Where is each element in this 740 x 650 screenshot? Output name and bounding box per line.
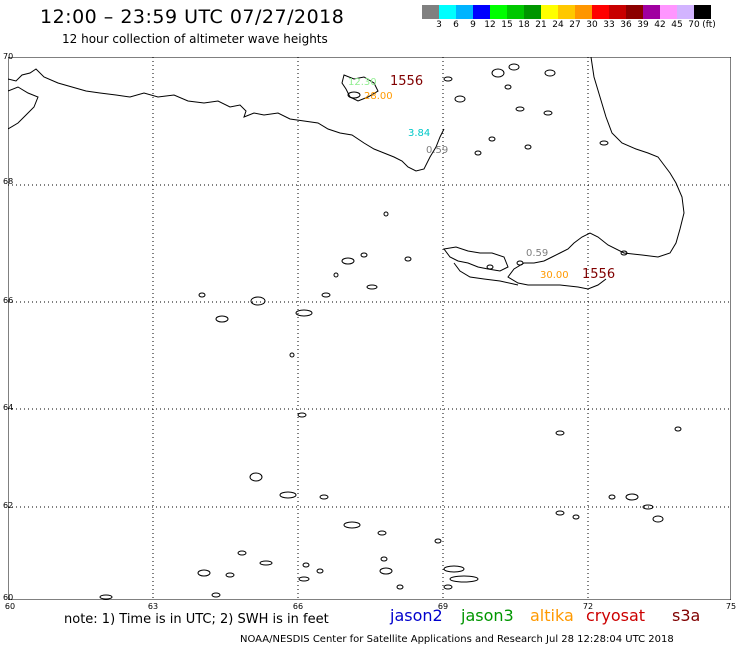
legend-s3a: s3a xyxy=(672,606,701,625)
altimeter-map: 12.30 1556 28.00 3.84 0.59 0.59 30.00 15… xyxy=(8,57,731,600)
coastline-peninsula xyxy=(341,74,379,102)
coastlines xyxy=(8,57,685,290)
color-scale-swatch xyxy=(558,5,575,19)
obs-8: 1556 xyxy=(582,267,615,282)
y-tick-label: 68 xyxy=(3,177,14,186)
color-scale-swatch xyxy=(507,5,524,19)
map-frame xyxy=(8,57,731,600)
color-scale-swatch xyxy=(694,5,711,19)
color-scale-label: 6 xyxy=(453,20,459,30)
color-scale-label: 39 xyxy=(637,20,649,30)
obs-4: 3.84 xyxy=(408,128,430,139)
color-scale-swatch xyxy=(439,5,456,19)
y-tick-label: 62 xyxy=(3,501,14,510)
legend-cryosat: cryosat xyxy=(586,606,646,625)
color-scale-label: (ft) xyxy=(702,20,716,30)
map-title: 12:00 – 23:59 UTC 07/27/2018 xyxy=(40,6,345,28)
map-subtitle: 12 hour collection of altimeter wave hei… xyxy=(62,32,328,46)
y-tick-label: 70 xyxy=(3,52,14,61)
color-scale-labels: 3 6 9 12 15 18 21 24 27 30 33 36 39 42 45 70 (ft) xyxy=(422,19,716,31)
legend-jason2: jason2 xyxy=(390,606,443,625)
color-scale-swatch xyxy=(524,5,541,19)
color-scale-label: 18 xyxy=(518,20,530,30)
y-tick-label: 60 xyxy=(3,593,14,602)
color-scale-swatch xyxy=(473,5,490,19)
color-scale-label: 3 xyxy=(436,20,442,30)
x-tick-label: 75 xyxy=(725,602,737,611)
obs-5: 0.59 xyxy=(426,145,448,156)
color-scale-label: 12 xyxy=(484,20,496,30)
coastline-south-shore xyxy=(453,262,519,286)
color-scale-label: 30 xyxy=(586,20,598,30)
color-scale-swatch xyxy=(422,5,439,19)
x-tick-label: 63 xyxy=(147,602,159,611)
wave-height-color-scale: 3 6 9 12 15 18 21 24 27 30 33 36 39 42 45 70 (ft) xyxy=(422,5,716,31)
color-scale-swatch xyxy=(541,5,558,19)
color-scale-label: 45 xyxy=(671,20,683,30)
color-scale-swatch xyxy=(575,5,592,19)
x-tick-label: 60 xyxy=(4,602,16,611)
color-scale-swatch xyxy=(456,5,473,19)
obs-3: 28.00 xyxy=(364,91,393,102)
color-scale-label: 24 xyxy=(552,20,564,30)
coastline-west xyxy=(8,68,445,172)
color-scale-swatch xyxy=(677,5,694,19)
obs-7: 30.00 xyxy=(540,270,569,281)
color-scale-swatch xyxy=(626,5,643,19)
color-scale-label: 70 xyxy=(688,20,700,30)
color-scale-label: 27 xyxy=(569,20,581,30)
x-tick-label: 66 xyxy=(292,602,304,611)
y-tick-label: 66 xyxy=(3,296,14,305)
legend-jason3: jason3 xyxy=(461,606,514,625)
credit-line: NOAA/NESDIS Center for Satellite Applica… xyxy=(240,634,674,645)
legend-altika: altika xyxy=(530,606,574,625)
y-tick-label: 64 xyxy=(3,403,14,412)
color-scale-swatch xyxy=(609,5,626,19)
color-scale-label: 33 xyxy=(603,20,615,30)
color-scale-label: 15 xyxy=(501,20,513,30)
x-tick-label: 72 xyxy=(582,602,594,611)
wave-observations: 12.30 1556 28.00 3.84 0.59 0.59 30.00 15… xyxy=(348,74,615,282)
graticule xyxy=(8,57,731,600)
color-scale-swatch xyxy=(490,5,507,19)
color-scale-label: 9 xyxy=(470,20,476,30)
x-tick-label: 69 xyxy=(437,602,449,611)
color-scale-label: 42 xyxy=(654,20,666,30)
obs-1: 12.30 xyxy=(348,77,377,88)
footnote: note: 1) Time is in UTC; 2) SWH is in fe… xyxy=(64,612,329,627)
color-scale-swatch xyxy=(643,5,660,19)
islands xyxy=(99,63,682,600)
color-scale-swatch xyxy=(660,5,677,19)
color-scale-swatches xyxy=(422,5,711,19)
coastline-west-bay xyxy=(8,86,39,130)
coastline-gulf xyxy=(443,246,509,272)
color-scale-label: 36 xyxy=(620,20,632,30)
obs-6: 0.59 xyxy=(526,248,548,259)
color-scale-label: 21 xyxy=(535,20,547,30)
obs-2: 1556 xyxy=(390,74,423,89)
coastline-east xyxy=(507,57,685,290)
color-scale-swatch xyxy=(592,5,609,19)
